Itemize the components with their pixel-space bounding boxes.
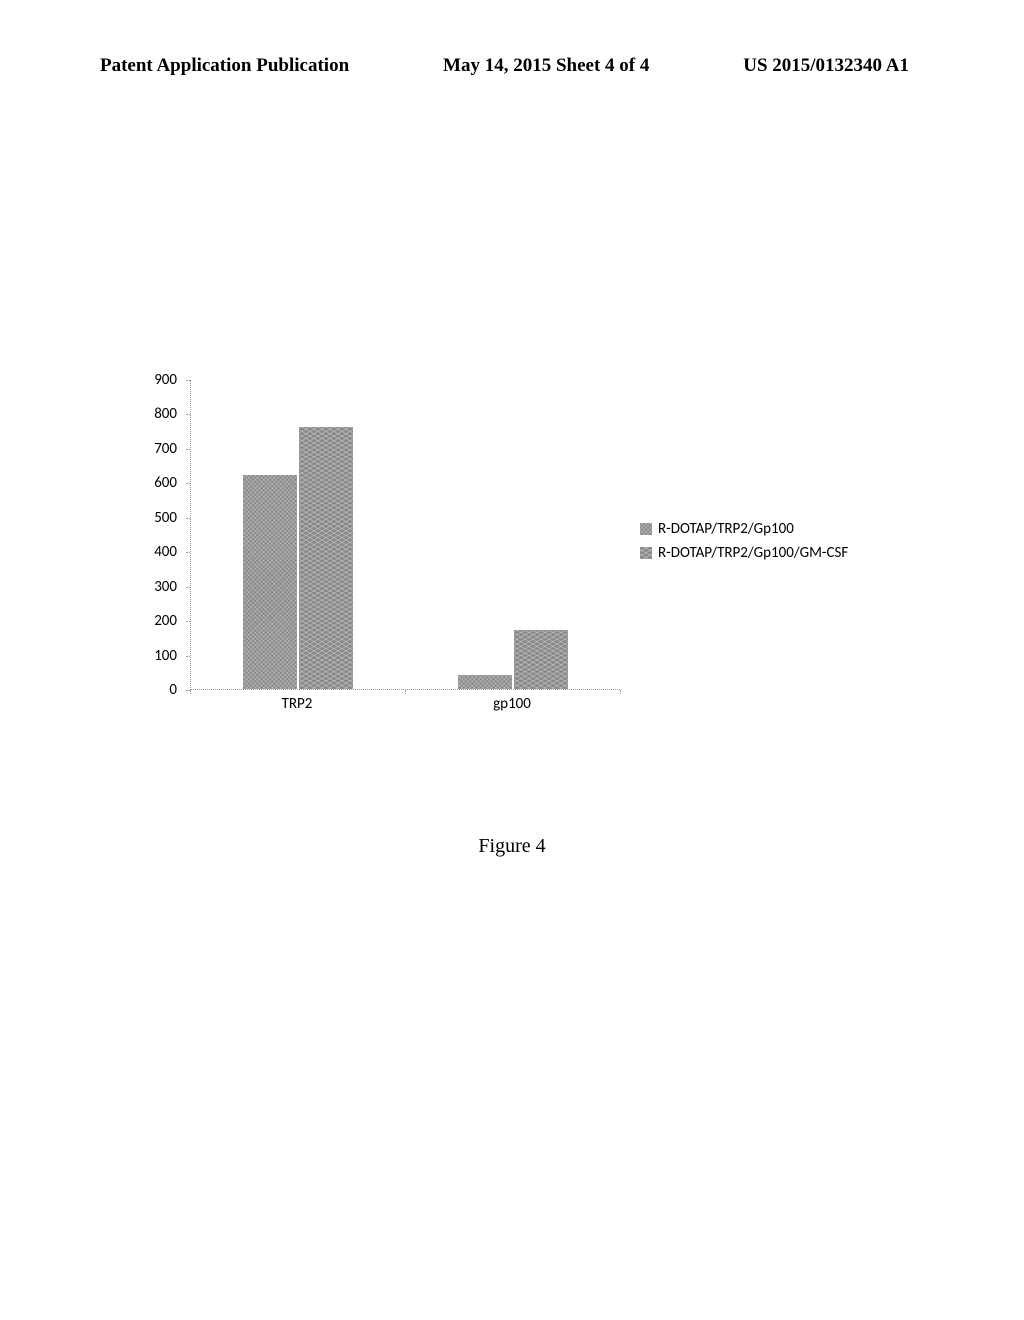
y-tick-label: 400 — [154, 543, 177, 561]
y-tick-label: 100 — [154, 647, 177, 665]
bar-fill — [243, 475, 297, 689]
y-tick-label: 900 — [154, 371, 177, 389]
x-tick-label: gp100 — [493, 695, 531, 713]
bar-fill — [458, 675, 512, 689]
y-tick — [186, 552, 190, 553]
y-tick-label: 600 — [154, 474, 177, 492]
x-tick-label: TRP2 — [282, 695, 313, 713]
figure-caption: Figure 4 — [0, 835, 1024, 858]
header-center: May 14, 2015 Sheet 4 of 4 — [443, 55, 649, 77]
y-tick — [186, 518, 190, 519]
page-header: Patent Application Publication May 14, 2… — [0, 55, 1024, 77]
y-tick-label: 500 — [154, 509, 177, 527]
y-tick — [186, 621, 190, 622]
bar — [514, 630, 568, 689]
y-tick-label: 800 — [154, 405, 177, 423]
x-tick — [620, 690, 621, 694]
y-tick — [186, 483, 190, 484]
legend-swatch — [640, 523, 652, 535]
legend-item: R-DOTAP/TRP2/Gp100 — [640, 520, 848, 538]
y-tick-label: 0 — [169, 681, 177, 699]
y-tick — [186, 656, 190, 657]
x-tick — [405, 690, 406, 694]
legend-label: R-DOTAP/TRP2/Gp100 — [658, 520, 794, 538]
y-tick-label: 700 — [154, 440, 177, 458]
bar — [243, 475, 297, 689]
legend-label: R-DOTAP/TRP2/Gp100/GM-CSF — [658, 544, 848, 562]
bar — [458, 675, 512, 689]
header-right: US 2015/0132340 A1 — [743, 55, 909, 77]
legend-swatch — [640, 547, 652, 559]
y-tick-label: 300 — [154, 578, 177, 596]
header-left: Patent Application Publication — [100, 55, 349, 77]
y-tick — [186, 414, 190, 415]
x-tick — [190, 690, 191, 694]
y-tick — [186, 587, 190, 588]
y-tick — [186, 449, 190, 450]
chart-legend: R-DOTAP/TRP2/Gp100 R-DOTAP/TRP2/Gp100/GM-… — [640, 520, 848, 568]
bar-fill — [299, 427, 353, 689]
bar-fill — [514, 630, 568, 689]
bar — [299, 427, 353, 689]
y-tick — [186, 380, 190, 381]
legend-item: R-DOTAP/TRP2/Gp100/GM-CSF — [640, 544, 848, 562]
bar-chart: 0100200300400500600700800900 TRP2gp100 R… — [150, 380, 910, 740]
y-axis: 0100200300400500600700800900 — [150, 380, 185, 690]
plot-area — [190, 380, 620, 690]
y-tick-label: 200 — [154, 612, 177, 630]
